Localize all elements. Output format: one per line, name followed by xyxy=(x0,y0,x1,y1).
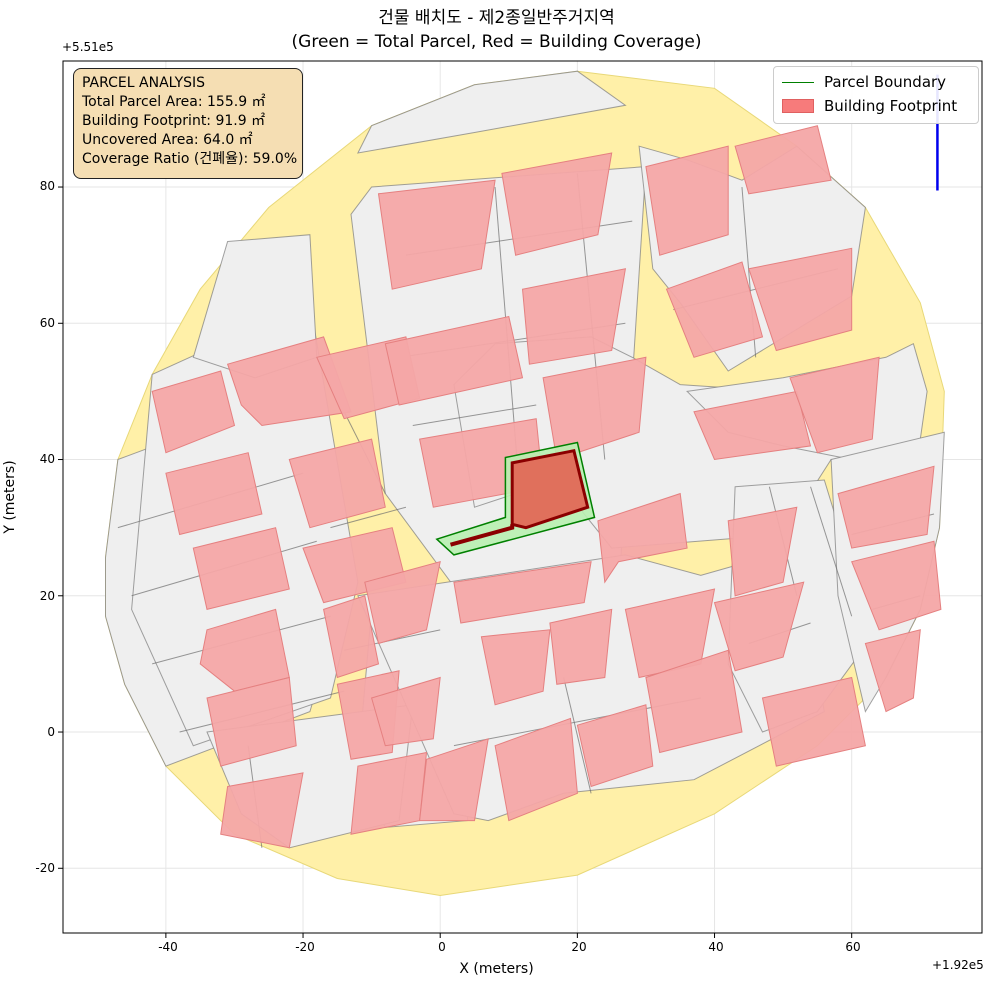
analysis-heading: PARCEL ANALYSIS xyxy=(82,75,206,91)
lot-line xyxy=(563,677,592,794)
legend-item-building-footprint: Building Footprint xyxy=(782,95,957,117)
building-footprint xyxy=(549,608,613,685)
x-axis-label: X (meters) xyxy=(459,961,534,977)
highlighted-building-edge xyxy=(449,524,515,547)
y-tick-label: 80 xyxy=(39,179,55,193)
building-footprint xyxy=(384,315,524,406)
building-footprint xyxy=(727,506,798,597)
building-footprint xyxy=(501,152,613,256)
building-footprint xyxy=(748,247,853,352)
y-axis-label: Y (meters) xyxy=(2,460,18,534)
lot-line xyxy=(412,404,537,426)
building-footprint xyxy=(377,179,496,290)
building-footprint xyxy=(665,261,764,358)
building-footprint xyxy=(542,356,647,461)
legend-item-parcel-boundary: Parcel Boundary xyxy=(782,71,946,93)
building-footprint xyxy=(453,561,592,624)
building-footprint xyxy=(645,649,743,754)
building-footprint xyxy=(693,390,812,461)
uncovered-area: Uncovered Area: 64.0 ㎡ xyxy=(82,132,253,148)
building-footprint xyxy=(494,717,578,822)
building-footprint xyxy=(480,629,551,706)
x-tick-label: -40 xyxy=(158,940,178,954)
building-footprint xyxy=(645,145,729,256)
building-footprint xyxy=(576,704,654,788)
building-footprint xyxy=(419,738,489,822)
building-footprint xyxy=(288,438,386,529)
building-footprint xyxy=(864,629,921,713)
lot-line xyxy=(810,486,853,617)
y-tick-label: 20 xyxy=(39,589,55,603)
x-tick-label: 60 xyxy=(845,940,861,954)
x-offset-label: +1.92e5 xyxy=(932,958,984,972)
map-layer xyxy=(105,70,945,897)
building-footprint xyxy=(734,125,832,195)
building-footprint xyxy=(350,751,428,835)
y-offset-label: +5.51e5 xyxy=(62,40,114,54)
building-footprint xyxy=(206,676,297,767)
building-footprint xyxy=(761,676,866,767)
x-tick-label: 0 xyxy=(438,940,446,954)
chart-title: 건물 배치도 - 제2종일반주거지역 xyxy=(378,8,615,28)
coverage-ratio: Coverage Ratio (건폐율): 59.0% xyxy=(82,151,298,167)
building-footprint xyxy=(851,540,942,631)
x-tick-label: -20 xyxy=(295,940,315,954)
y-tick-label: 60 xyxy=(39,316,55,330)
axes-frame xyxy=(62,60,983,934)
total-parcel-area: Total Parcel Area: 155.9 ㎡ xyxy=(82,94,266,110)
building-footprint xyxy=(837,465,935,549)
y-tick-label: 40 xyxy=(39,452,55,466)
building-footprint xyxy=(323,595,380,679)
parcel-analysis-box: PARCEL ANALYSIS Total Parcel Area: 155.9… xyxy=(73,68,303,179)
building-footprint-area: Building Footprint: 91.9 ㎡ xyxy=(82,113,266,129)
legend: Parcel Boundary Building Footprint xyxy=(773,66,979,124)
chart-subtitle: (Green = Total Parcel, Red = Building Co… xyxy=(291,32,702,52)
lot-line xyxy=(330,506,407,529)
highlighted-building xyxy=(510,448,590,530)
legend-label: Parcel Boundary xyxy=(824,73,947,91)
building-footprint xyxy=(789,356,880,454)
x-tick-label: 20 xyxy=(571,940,587,954)
building-footprint xyxy=(370,676,441,747)
tick-marks xyxy=(58,186,853,938)
building-footprint xyxy=(364,561,441,645)
lot-block xyxy=(357,70,627,154)
building-footprint xyxy=(597,492,688,584)
parcel-boundary-swatch xyxy=(782,81,814,83)
x-tick-label: 40 xyxy=(708,940,724,954)
y-tick-label: -20 xyxy=(35,861,55,875)
building-footprint xyxy=(192,527,290,611)
building-footprint xyxy=(521,268,627,365)
y-tick-label: 0 xyxy=(47,725,55,739)
building-footprint xyxy=(713,581,805,672)
legend-label: Building Footprint xyxy=(824,97,958,115)
building-footprint xyxy=(220,772,304,849)
building-footprint xyxy=(151,370,236,454)
building-footprint-swatch xyxy=(782,99,814,113)
building-footprint xyxy=(165,452,263,536)
